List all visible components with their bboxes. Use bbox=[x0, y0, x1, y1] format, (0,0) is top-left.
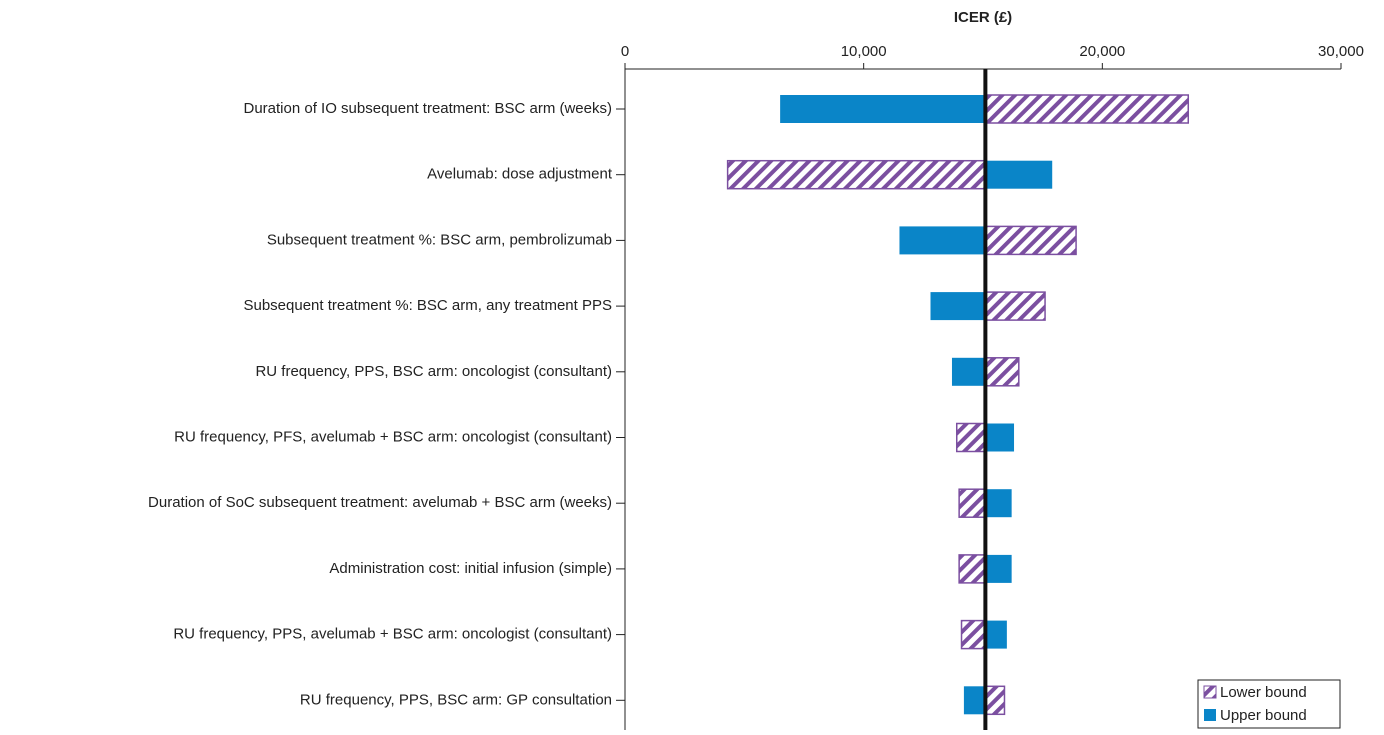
bar bbox=[984, 685, 1006, 716]
legend-box bbox=[1197, 679, 1341, 729]
category-label: RU frequency, PPS, avelumab + BSC arm: o… bbox=[173, 626, 612, 643]
bar bbox=[984, 225, 1077, 256]
bar bbox=[984, 291, 1046, 321]
bar bbox=[958, 554, 987, 584]
bar bbox=[951, 357, 986, 386]
category-label: RU frequency, PPS, BSC arm: GP consultat… bbox=[300, 691, 612, 708]
bar bbox=[985, 489, 1012, 518]
x-tick-label: 30,000 bbox=[1318, 43, 1364, 60]
bar bbox=[960, 619, 987, 650]
axis-title: ICER (£) bbox=[954, 9, 1012, 26]
bar bbox=[955, 422, 987, 453]
legend-label: Upper bound bbox=[1220, 707, 1307, 724]
bar bbox=[963, 686, 986, 715]
category-label: Subsequent treatment %: BSC arm, any tre… bbox=[243, 297, 612, 314]
x-tick-label: 0 bbox=[621, 43, 629, 60]
bar bbox=[984, 357, 1020, 387]
bar bbox=[984, 94, 1190, 124]
category-label: Avelumab: dose adjustment bbox=[427, 166, 613, 183]
category-label: Administration cost: initial infusion (s… bbox=[329, 560, 612, 577]
bar bbox=[985, 423, 1015, 452]
bar bbox=[985, 160, 1053, 189]
bar bbox=[958, 488, 987, 518]
x-tick-label: 10,000 bbox=[841, 43, 887, 60]
category-label: Duration of SoC subsequent treatment: av… bbox=[148, 494, 612, 511]
bar bbox=[726, 159, 987, 190]
legend-swatch bbox=[1204, 709, 1216, 721]
category-label: Duration of IO subsequent treatment: BSC… bbox=[244, 100, 613, 117]
bar bbox=[899, 226, 986, 255]
category-label: RU frequency, PFS, avelumab + BSC arm: o… bbox=[174, 428, 612, 445]
category-label: RU frequency, PPS, BSC arm: oncologist (… bbox=[255, 363, 612, 380]
category-label: Subsequent treatment %: BSC arm, pembrol… bbox=[267, 231, 612, 248]
legend-swatch bbox=[1203, 685, 1217, 699]
x-tick-label: 20,000 bbox=[1079, 43, 1125, 60]
bar bbox=[985, 554, 1012, 583]
bar bbox=[930, 292, 986, 321]
bar bbox=[780, 95, 986, 123]
legend-label: Lower bound bbox=[1220, 684, 1307, 701]
bar bbox=[985, 620, 1007, 649]
